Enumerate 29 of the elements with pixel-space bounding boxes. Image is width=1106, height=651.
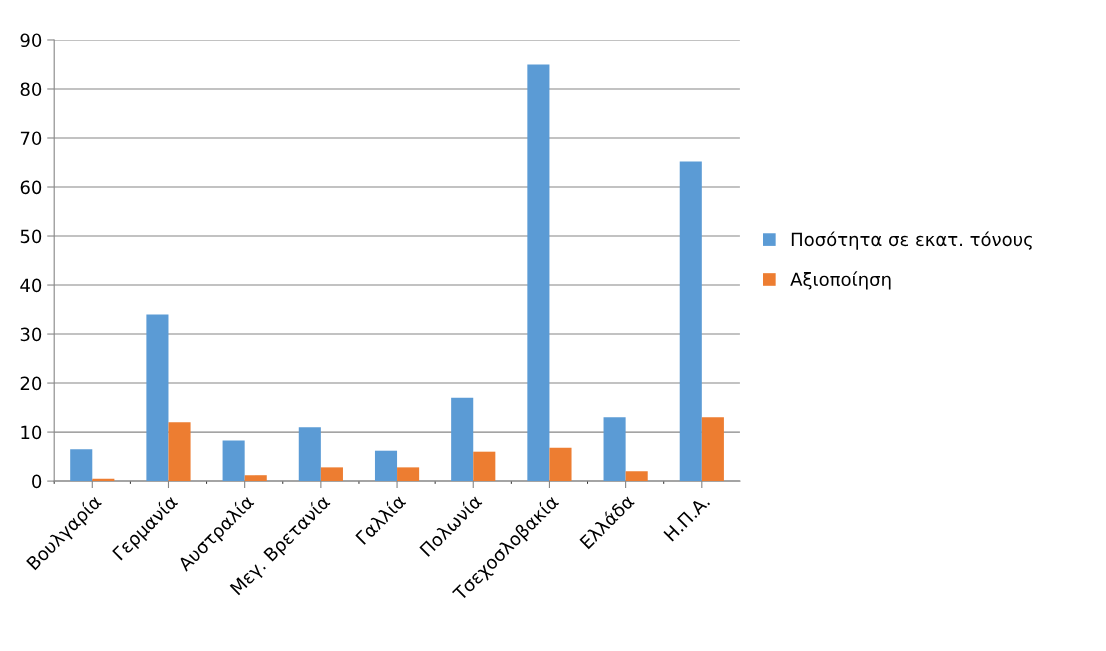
bar <box>298 427 321 482</box>
bar <box>625 471 648 482</box>
legend-label: Αξιοποίηση <box>790 271 891 290</box>
bar <box>244 475 267 482</box>
y-tick-label: 10 <box>21 425 42 440</box>
y-tick-label: 30 <box>20 327 42 342</box>
y-tick-label: 60 <box>20 180 42 195</box>
bar <box>473 451 496 482</box>
bar <box>451 397 474 482</box>
bar <box>679 161 702 482</box>
bar <box>527 64 550 482</box>
bar <box>397 467 420 482</box>
y-tick-label: 20 <box>20 376 42 391</box>
bar <box>549 447 572 482</box>
y-tick-label: 80 <box>20 82 42 97</box>
y-tick-label: 90 <box>20 33 42 48</box>
bar <box>701 417 724 482</box>
y-tick-label: 40 <box>20 278 42 293</box>
bar <box>70 449 93 482</box>
bar <box>320 467 343 482</box>
bar <box>168 422 191 482</box>
legend-label: Ποσότητα σε εκατ. τόνους <box>791 231 1032 250</box>
y-tick-label: 70 <box>20 131 42 146</box>
y-tick-label: 50 <box>20 229 42 244</box>
bar <box>603 417 626 482</box>
bar <box>374 450 398 482</box>
bar <box>146 314 169 482</box>
bar <box>222 440 245 482</box>
y-tick-label: 0 <box>32 474 42 489</box>
